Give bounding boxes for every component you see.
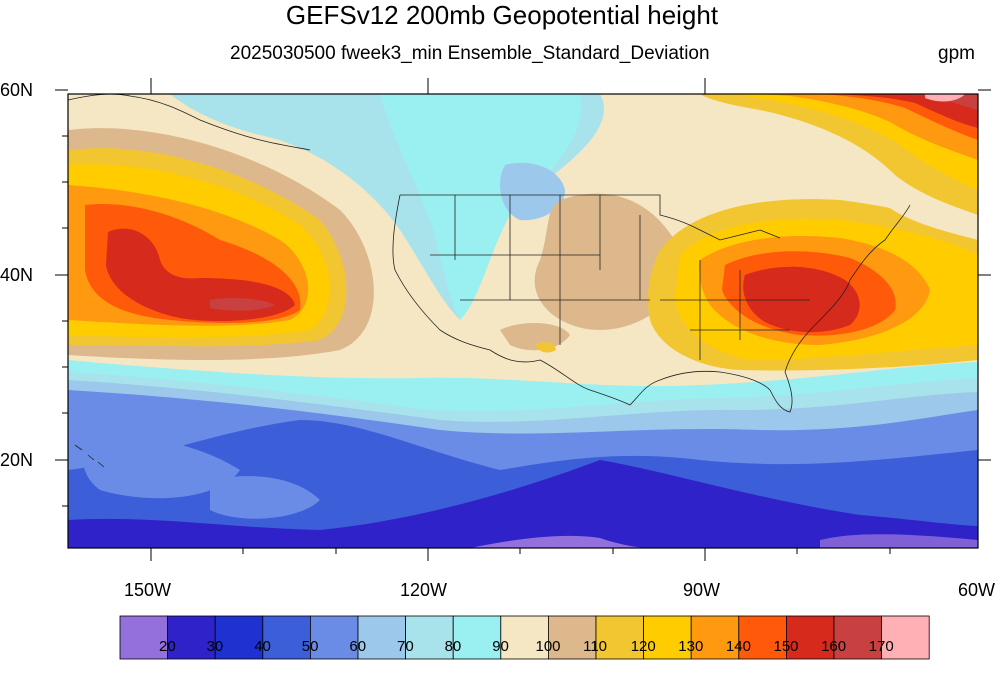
colorbar-box-13	[738, 615, 787, 660]
map-subtitle: 2025030500 fweek3_min Ensemble_Standard_…	[230, 43, 710, 64]
map-title: GEFSv12 200mb Geopotential height	[285, 0, 719, 30]
colorbar-box-16	[881, 615, 930, 660]
colorbar-label: 120	[630, 638, 656, 655]
latitude-ticks	[55, 89, 991, 507]
colorbar-box-8	[500, 615, 549, 660]
colorbar-label: 20	[159, 638, 176, 655]
colorbar-label: 130	[678, 638, 704, 655]
colorbar-box-9	[548, 615, 597, 660]
lat-label-40n: 40N	[0, 265, 34, 285]
colorbar-label: 70	[397, 638, 414, 655]
lat-label-20n: 20N	[0, 450, 34, 470]
lon-label-90w: 90W	[683, 580, 721, 600]
colorbar-label: 40	[254, 638, 271, 655]
colorbar-label: 30	[206, 638, 224, 655]
lon-label-150w: 150W	[124, 580, 172, 600]
lat-label-60n: 60N	[0, 80, 34, 100]
lon-label-60w: 60W	[958, 580, 996, 600]
units-label: gpm	[938, 43, 975, 64]
colorbar	[119, 615, 930, 660]
colorbar-box-1	[167, 615, 216, 660]
colorbar-box-10	[595, 615, 644, 660]
longitude-ticks	[150, 78, 891, 561]
colorbar-label: 80	[444, 638, 462, 655]
contour-field	[68, 94, 978, 548]
colorbar-box-5	[357, 615, 406, 660]
colorbar-label: 90	[492, 638, 509, 655]
colorbar-box-2	[214, 615, 264, 660]
coastlines	[68, 94, 911, 468]
colorbar-label: 60	[349, 638, 367, 655]
colorbar-label: 150	[773, 638, 799, 655]
colorbar-label: 140	[725, 638, 751, 655]
colorbar-label: 110	[583, 638, 608, 655]
colorbar-box-4	[309, 615, 359, 660]
lon-label-120w: 120W	[400, 580, 448, 600]
colorbar-label: 170	[868, 638, 894, 655]
colorbar-box-11	[643, 615, 692, 660]
colorbar-label: 50	[301, 638, 319, 655]
colorbar-box-0	[119, 615, 168, 660]
colorbar-label: 100	[535, 638, 561, 655]
colorbar-box-14	[786, 615, 835, 660]
colorbar-label: 160	[821, 638, 847, 655]
